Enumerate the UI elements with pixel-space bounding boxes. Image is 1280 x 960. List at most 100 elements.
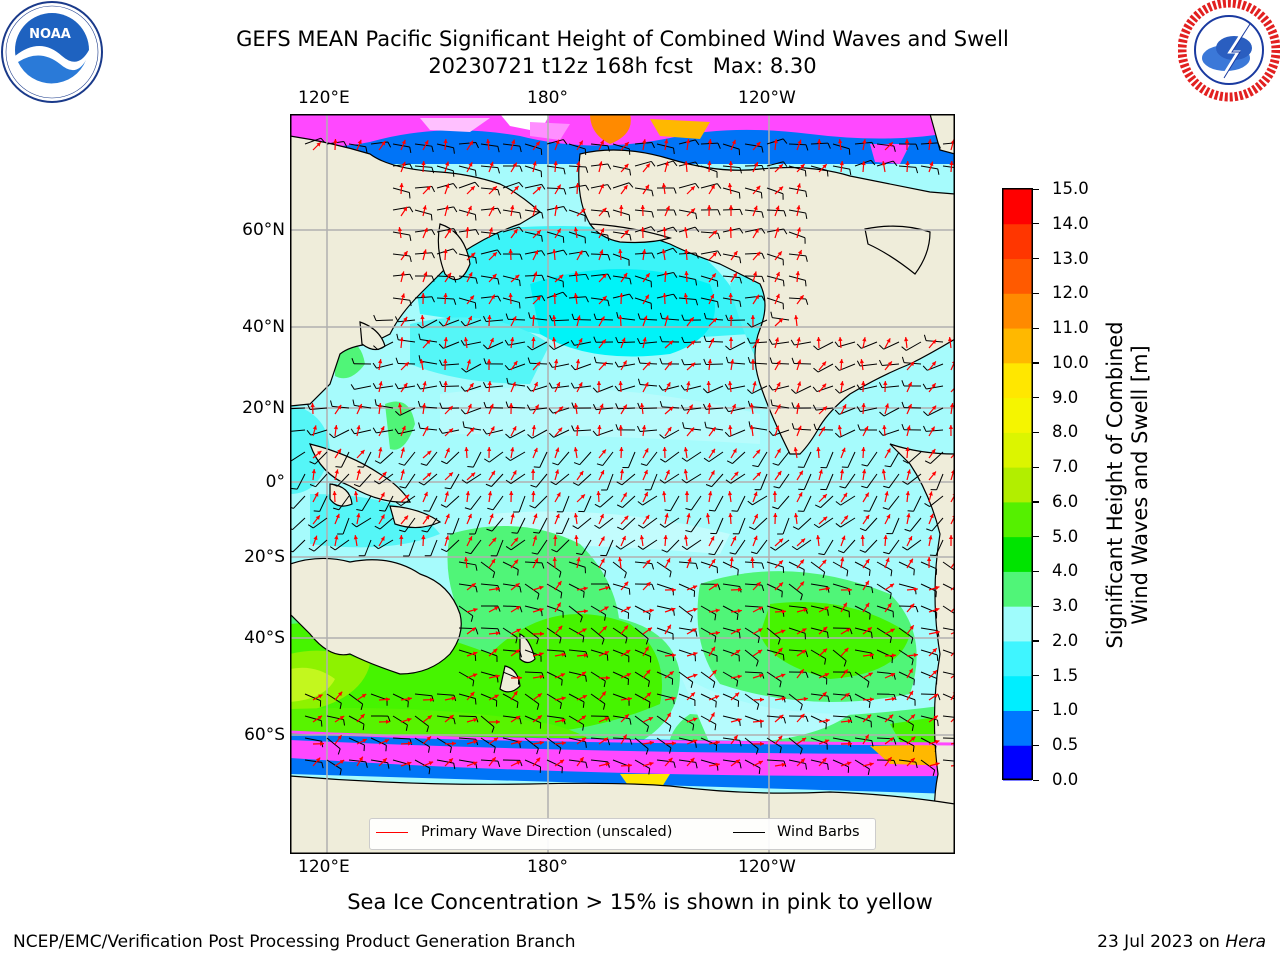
wave-direction-arrowhead xyxy=(448,406,453,411)
wind-barb-flag xyxy=(637,545,644,550)
wind-barb xyxy=(379,517,394,530)
wind-barb xyxy=(404,451,416,466)
wind-barb-flag xyxy=(879,411,885,417)
wind-barb-flag xyxy=(715,701,717,708)
wind-barb xyxy=(466,473,482,484)
wave-direction-arrowhead xyxy=(794,315,799,320)
wind-barb-flag xyxy=(372,362,377,369)
wave-direction-arrowhead xyxy=(552,249,557,254)
wave-direction-arrowhead xyxy=(906,513,911,518)
wave-direction-arrowhead xyxy=(714,695,720,700)
wave-direction-arrowhead xyxy=(617,557,623,562)
wind-barb xyxy=(634,671,650,682)
wind-barb xyxy=(803,495,812,512)
wave-direction-arrowhead xyxy=(799,669,804,674)
wind-barb xyxy=(612,737,631,740)
wind-barb-flag xyxy=(585,251,590,257)
wind-barb-flag xyxy=(428,746,431,753)
wind-barb-flag xyxy=(729,552,736,555)
wave-direction-arrowhead xyxy=(669,671,674,676)
wind-barb-flag xyxy=(426,726,430,733)
wind-barb-flag xyxy=(773,486,780,489)
wave-direction-arrowhead xyxy=(706,205,712,209)
wind-barb-flag xyxy=(530,484,537,488)
wave-direction-arrowhead xyxy=(668,406,674,411)
wind-barb-flag xyxy=(805,255,808,262)
wind-barb-flag xyxy=(482,344,488,350)
wave-direction-arrowhead xyxy=(378,381,383,386)
wave-direction-arrowhead xyxy=(378,447,383,452)
wind-barb xyxy=(458,142,476,145)
colorbar-tick-mark xyxy=(1033,640,1039,642)
wind-barb xyxy=(568,715,584,726)
wave-direction-arrowhead xyxy=(623,581,629,587)
wind-barb xyxy=(678,605,693,617)
wave-direction-arrowhead xyxy=(583,586,588,591)
colorbar-tick-label: 13.0 xyxy=(1052,248,1089,268)
wind-barb xyxy=(474,517,482,535)
wind-barb-flag xyxy=(781,591,783,598)
wave-direction-arrowhead xyxy=(797,425,802,431)
wind-barb xyxy=(326,737,341,750)
wind-barb-flag xyxy=(431,695,434,702)
wind-barb-flag xyxy=(805,672,809,679)
wind-barb xyxy=(546,693,562,704)
colorbar-bin xyxy=(1003,258,1032,294)
wave-direction-arrowhead xyxy=(661,183,667,188)
wind-barb-flag xyxy=(518,302,521,309)
wave-direction-arrowhead xyxy=(909,690,914,696)
wind-barb xyxy=(458,759,476,764)
wind-barb xyxy=(722,187,740,194)
wind-barb-flag xyxy=(637,313,641,320)
wave-direction-arrowhead xyxy=(448,472,453,477)
wave-direction-arrowhead xyxy=(862,139,867,144)
wind-barb-flag xyxy=(659,358,663,365)
wind-barb-flag xyxy=(452,183,458,189)
wind-barb-flag xyxy=(592,430,598,436)
wave-direction-arrowhead xyxy=(795,271,800,276)
wave-direction-arrowhead xyxy=(685,139,691,144)
wind-barb-flag xyxy=(571,313,575,320)
wind-barb xyxy=(766,671,782,682)
wind-barb-flag xyxy=(856,343,862,349)
wind-barb xyxy=(524,143,542,150)
wind-barb xyxy=(678,583,695,592)
wind-barb xyxy=(579,451,592,466)
wind-barb-flag xyxy=(461,479,468,484)
wave-direction-arrowhead xyxy=(935,630,940,635)
wind-barb xyxy=(524,274,543,277)
wave-direction-arrowhead xyxy=(451,741,456,746)
wave-direction-arrowhead xyxy=(731,403,736,409)
wind-barb xyxy=(546,561,562,573)
wind-barb xyxy=(700,693,717,702)
wind-barb xyxy=(920,671,937,679)
wind-barb-flag xyxy=(474,698,477,705)
wave-direction-arrowhead xyxy=(424,426,429,431)
top-lon-label-120w: 120°W xyxy=(738,88,796,108)
wave-direction-arrowhead xyxy=(730,359,735,364)
wind-barb-flag xyxy=(659,479,666,484)
wind-barb-flag xyxy=(604,570,607,577)
wind-barb-flag xyxy=(291,487,298,490)
wind-barb xyxy=(854,141,872,145)
colorbar-bin xyxy=(1003,606,1032,642)
wind-barb xyxy=(656,583,674,590)
wave-direction-arrowhead xyxy=(816,535,821,540)
wind-barb-flag xyxy=(541,562,545,569)
wave-direction-arrowhead xyxy=(539,585,544,590)
wind-barb xyxy=(794,428,812,431)
wave-direction-arrowhead xyxy=(935,585,940,590)
wind-barb xyxy=(926,385,944,390)
wave-direction-arrowhead xyxy=(728,161,733,166)
wind-barb xyxy=(590,605,606,616)
wave-direction-arrowhead xyxy=(470,252,476,257)
wave-direction-arrowhead xyxy=(357,404,362,409)
wind-barb-flag xyxy=(725,345,731,351)
wind-barb-flag xyxy=(805,298,809,305)
wind-barb-flag xyxy=(629,738,633,745)
wave-direction-arrowhead xyxy=(337,735,342,740)
wave-direction-arrowhead xyxy=(532,205,537,210)
wind-barb-flag xyxy=(475,739,479,746)
wave-direction-arrowhead xyxy=(487,381,492,386)
wind-barb-flag xyxy=(431,252,435,259)
